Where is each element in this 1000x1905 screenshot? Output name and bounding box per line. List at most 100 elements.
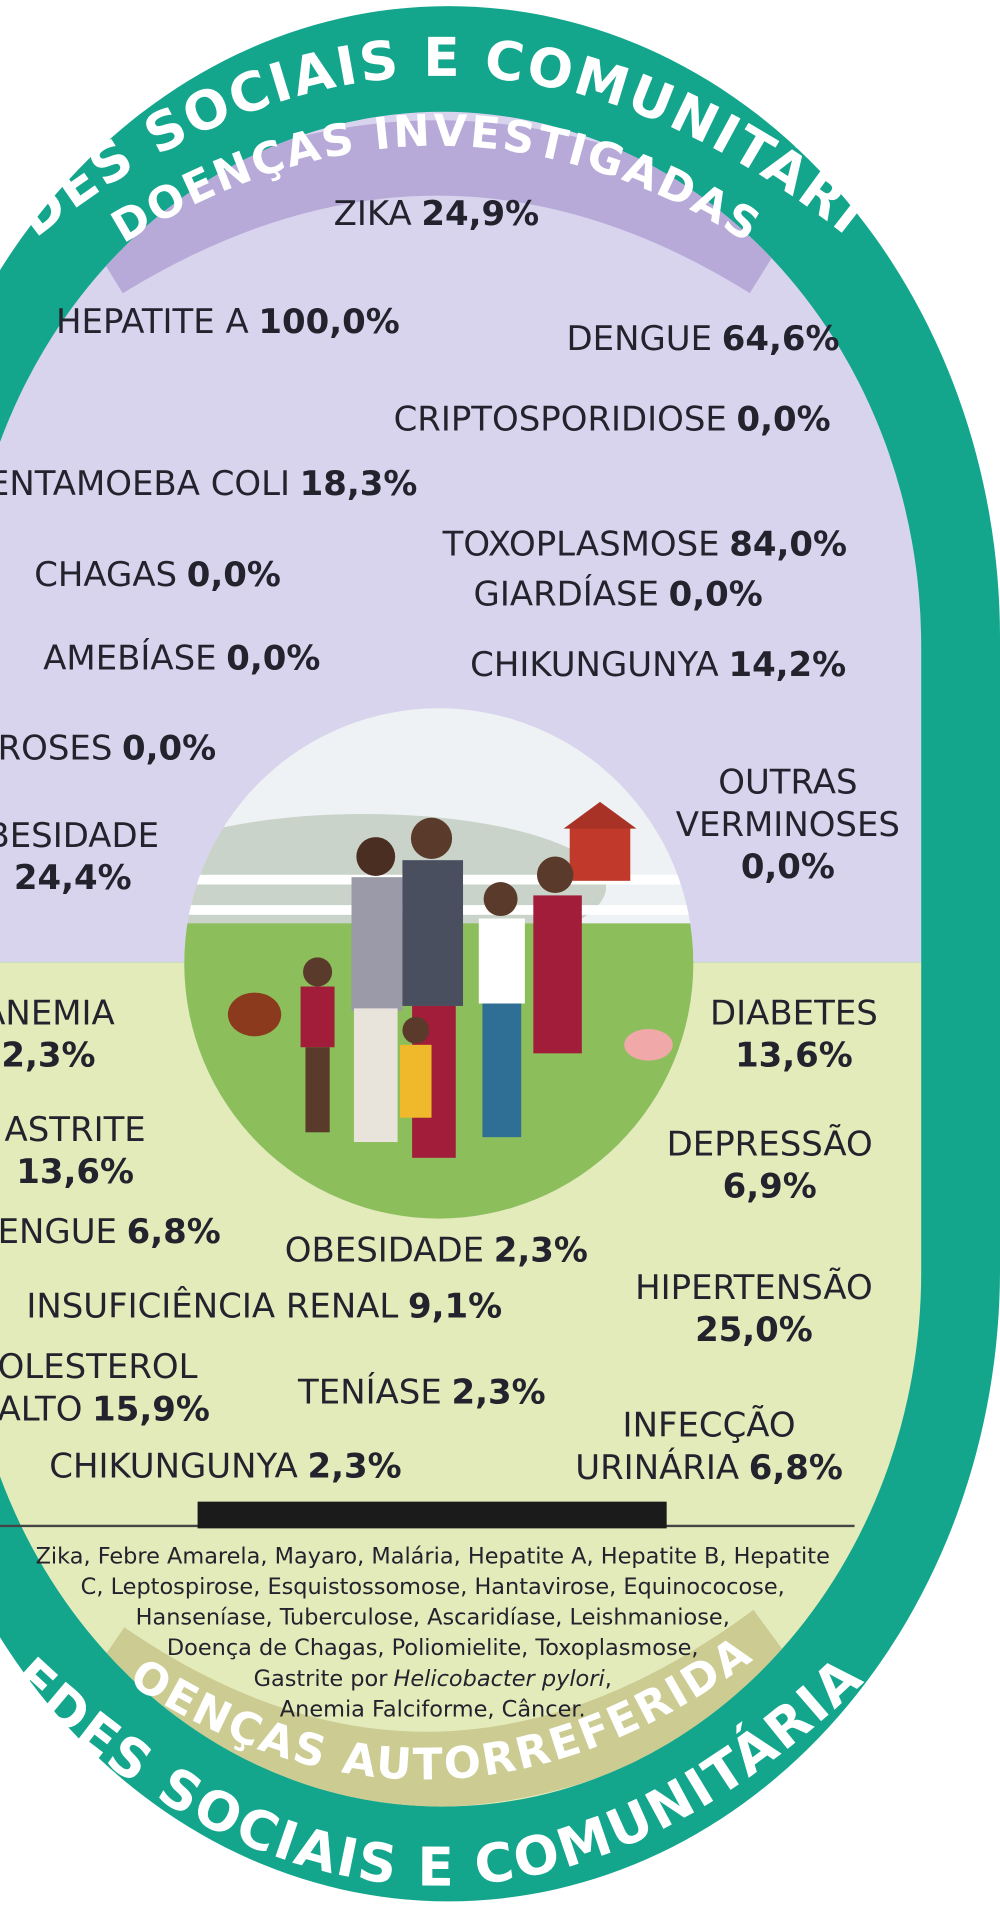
disease-name: ZIKA xyxy=(334,194,412,234)
disease-name: DEPRESSÃO xyxy=(667,1124,873,1164)
footer-italic: Helicobacter pylori xyxy=(394,1665,606,1691)
disease-label: ENGUE 6,8% xyxy=(0,1212,221,1252)
disease-rate: 0,0% xyxy=(737,399,831,439)
disease-rate: 24,4% xyxy=(14,858,132,898)
disease-label: DEPRESSÃO xyxy=(667,1124,873,1164)
disease-label: OUTRAS xyxy=(718,762,857,802)
footer-line: C, Leptospirose, Esquistossomose, Hantav… xyxy=(81,1573,785,1599)
disease-label: VERMINOSES xyxy=(676,805,900,845)
disease-name: HIPERTENSÃO xyxy=(635,1268,873,1308)
bottom-ribbon xyxy=(81,1609,799,1807)
disease-label: HEPATITE A 100,0% xyxy=(56,302,400,342)
disease-name: TENÍASE xyxy=(297,1371,442,1412)
disease-name: HEPATITE A xyxy=(56,302,249,342)
disease-name: INSUFICIÊNCIA RENAL xyxy=(26,1285,398,1326)
disease-rate: 2,3% xyxy=(494,1230,588,1270)
disease-name: OLESTEROL xyxy=(0,1346,198,1386)
disease-label: ALTO 15,9% xyxy=(0,1389,210,1429)
disease-name: OUTRAS xyxy=(718,762,857,802)
disease-label: URINÁRIA 6,8% xyxy=(575,1446,843,1487)
disease-rate: 25,0% xyxy=(695,1310,813,1350)
disease-rate: 6,9% xyxy=(723,1167,817,1207)
disease-label: BESIDADE xyxy=(0,816,159,856)
disease-label: HIPERTENSÃO xyxy=(635,1268,873,1308)
disease-label: DIABETES xyxy=(710,993,878,1033)
disease-name: ASTRITE xyxy=(5,1110,146,1150)
disease-name: ENTAMOEBA COLI xyxy=(0,463,290,503)
disease-name: ALTO xyxy=(0,1389,82,1429)
disease-rate: 100,0% xyxy=(258,302,399,342)
disease-label: ENTAMOEBA COLI 18,3% xyxy=(0,463,417,503)
disease-label: CRIPTOSPORIDIOSE 0,0% xyxy=(394,399,831,439)
disease-name: CHIKUNGUNYA xyxy=(49,1446,298,1486)
disease-rate: 14,2% xyxy=(728,644,846,684)
footer-line: Hanseníase, Tuberculose, Ascaridíase, Le… xyxy=(136,1604,730,1630)
footer-line: Zika, Febre Amarela, Mayaro, Malária, He… xyxy=(36,1543,830,1569)
disease-rate: 6,8% xyxy=(127,1212,221,1252)
disease-label: ANEMIA xyxy=(0,993,115,1033)
disease-name: CRIPTOSPORIDIOSE xyxy=(394,399,727,439)
inner-area xyxy=(0,111,922,1807)
disease-label: INFECÇÃO xyxy=(623,1405,796,1445)
disease-rate: 15,9% xyxy=(92,1389,210,1429)
disease-label: INSUFICIÊNCIA RENAL 9,1% xyxy=(26,1285,502,1326)
disease-label: ASTRITE xyxy=(5,1110,146,1150)
disease-label: CHIKUNGUNYA 2,3% xyxy=(49,1446,401,1486)
footer-text: , xyxy=(605,1665,612,1691)
disease-rate: 6,8% xyxy=(749,1447,843,1487)
disease-label: AMEBÍASE 0,0% xyxy=(43,637,320,678)
footer-text: Gastrite por xyxy=(254,1665,389,1691)
footer-text: Anemia Falciforme, Câncer. xyxy=(280,1696,586,1722)
disease-name: BESIDADE xyxy=(0,816,159,856)
disease-label: DENGUE 64,6% xyxy=(567,319,840,359)
disease-name: CHIKUNGUNYA xyxy=(470,644,719,684)
disease-name: OBESIDADE xyxy=(285,1230,484,1270)
disease-name: DIABETES xyxy=(710,993,878,1033)
footer-text: Doença de Chagas, Poliomielite, Toxoplas… xyxy=(167,1635,699,1661)
footer-text: Hanseníase, Tuberculose, Ascaridíase, Le… xyxy=(136,1604,730,1630)
disease-label: CHIKUNGUNYA 14,2% xyxy=(470,644,846,684)
disease-label: GIARDÍASE 0,0% xyxy=(474,573,763,614)
disease-name: VERMINOSES xyxy=(676,805,900,845)
disease-rate: 64,6% xyxy=(722,319,840,359)
disease-label: OLESTEROL xyxy=(0,1346,198,1386)
disease-label: TOXOPLASMOSE 84,0% xyxy=(442,524,847,564)
disease-name: AMEBÍASE xyxy=(43,637,216,678)
disease-label: ROSES 0,0% xyxy=(0,728,216,768)
disease-name: ROSES xyxy=(0,728,112,768)
disease-rate: 18,3% xyxy=(300,463,418,503)
disease-name: INFECÇÃO xyxy=(623,1405,796,1445)
disease-name: ANEMIA xyxy=(0,993,115,1033)
disease-name: ENGUE xyxy=(0,1212,117,1252)
footer-line: Doença de Chagas, Poliomielite, Toxoplas… xyxy=(167,1635,699,1661)
disease-name: DENGUE xyxy=(567,319,713,359)
disease-rate: 13,6% xyxy=(735,1035,853,1075)
disease-rate: 84,0% xyxy=(729,524,847,564)
disease-rate: 0,0% xyxy=(226,638,320,678)
disease-rate: 2,3% xyxy=(1,1035,95,1075)
disease-name: URINÁRIA xyxy=(575,1446,739,1487)
footer-heading-bg xyxy=(197,1501,667,1529)
footer-text: C, Leptospirose, Esquistossomose, Hantav… xyxy=(81,1573,785,1599)
disease-rate: 0,0% xyxy=(741,847,835,887)
footer-line: Gastrite por Helicobacter pylori, xyxy=(254,1665,612,1691)
disease-name: GIARDÍASE xyxy=(474,573,659,614)
disease-name: TOXOPLASMOSE xyxy=(442,524,720,564)
disease-rate: 0,0% xyxy=(122,728,216,768)
disease-label: ZIKA 24,9% xyxy=(334,194,540,234)
disease-rate: 24,9% xyxy=(421,194,539,234)
disease-label: CHAGAS 0,0% xyxy=(34,554,281,594)
disease-rate: 2,3% xyxy=(308,1446,402,1486)
footer-line: Anemia Falciforme, Câncer. xyxy=(280,1696,586,1722)
top-ribbon xyxy=(83,120,790,294)
disease-rate: 2,3% xyxy=(451,1372,545,1412)
disease-rate: 9,1% xyxy=(408,1286,502,1326)
footer-text: Zika, Febre Amarela, Mayaro, Malária, He… xyxy=(36,1543,830,1569)
disease-label: OBESIDADE 2,3% xyxy=(285,1230,588,1270)
disease-rate: 0,0% xyxy=(187,554,281,594)
disease-rate: 13,6% xyxy=(16,1152,134,1192)
disease-name: CHAGAS xyxy=(34,554,177,594)
family-illustration xyxy=(184,708,694,1219)
